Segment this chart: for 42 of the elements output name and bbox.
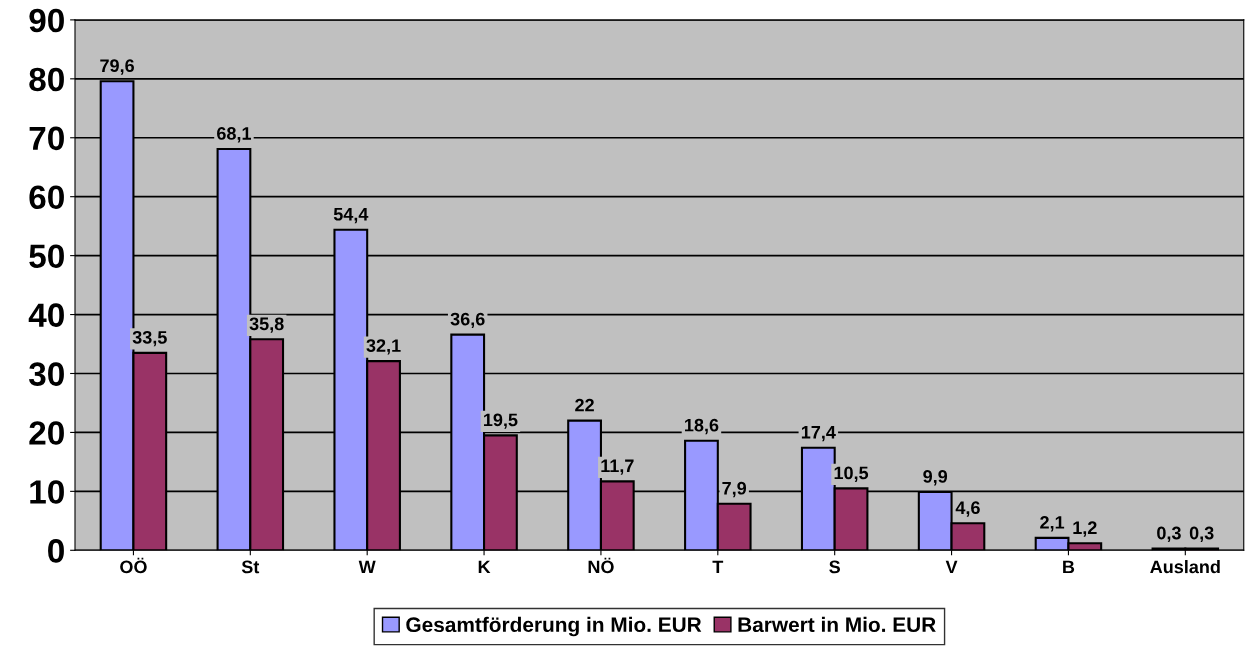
y-tick-label: 70 (29, 126, 64, 151)
data-label: 68,1 (217, 127, 252, 143)
data-label: 4,6 (955, 501, 980, 517)
y-tick-label: 50 (29, 244, 64, 269)
y-tick-label: 10 (30, 480, 64, 504)
y-tick-label: 40 (28, 303, 64, 327)
legend-label: Barwert in Mio. EUR (738, 616, 936, 633)
y-tick-label: 80 (29, 67, 64, 92)
x-tick-label: Ausland (1150, 560, 1220, 574)
data-label: 33,5 (132, 330, 167, 347)
data-label: 19,5 (483, 413, 518, 429)
data-label: 35,8 (249, 317, 284, 333)
data-label: 0,3 (1189, 526, 1214, 543)
y-tick-label: 30 (28, 362, 64, 386)
x-tick-label: B (1063, 560, 1075, 574)
x-tick-label: OÖ (120, 557, 147, 574)
legend-label: Gesamtförderung in Mio. EUR (406, 616, 702, 637)
x-tick-label: S (829, 560, 840, 574)
data-label: 36,6 (450, 312, 485, 329)
data-label: 2,1 (1040, 516, 1065, 532)
x-tick-label: NÖ (588, 557, 614, 574)
data-label: 32,1 (366, 339, 401, 355)
y-tick-label: 20 (29, 421, 64, 445)
x-tick-label: V (945, 560, 958, 574)
x-tick-label: St (241, 560, 260, 574)
x-tick-label: K (478, 560, 491, 574)
data-label: 79,6 (100, 59, 134, 75)
y-tick-label: 90 (29, 8, 64, 33)
data-label: 17,4 (801, 426, 836, 442)
data-label: 0,3 (1157, 526, 1181, 543)
data-label: 1,2 (1073, 521, 1097, 537)
data-label: 18,6 (685, 418, 719, 435)
x-tick-label: T (712, 560, 724, 574)
data-label: 11,7 (601, 459, 634, 475)
data-label: 10,5 (834, 466, 869, 482)
data-label: 54,4 (333, 207, 369, 224)
y-tick-label: 60 (29, 185, 64, 210)
x-tick-label: W (358, 560, 376, 574)
y-tick-label: 0 (48, 539, 64, 563)
data-label: 7,9 (722, 481, 747, 498)
data-label: 9,9 (923, 470, 948, 486)
data-label: 22 (575, 398, 594, 412)
